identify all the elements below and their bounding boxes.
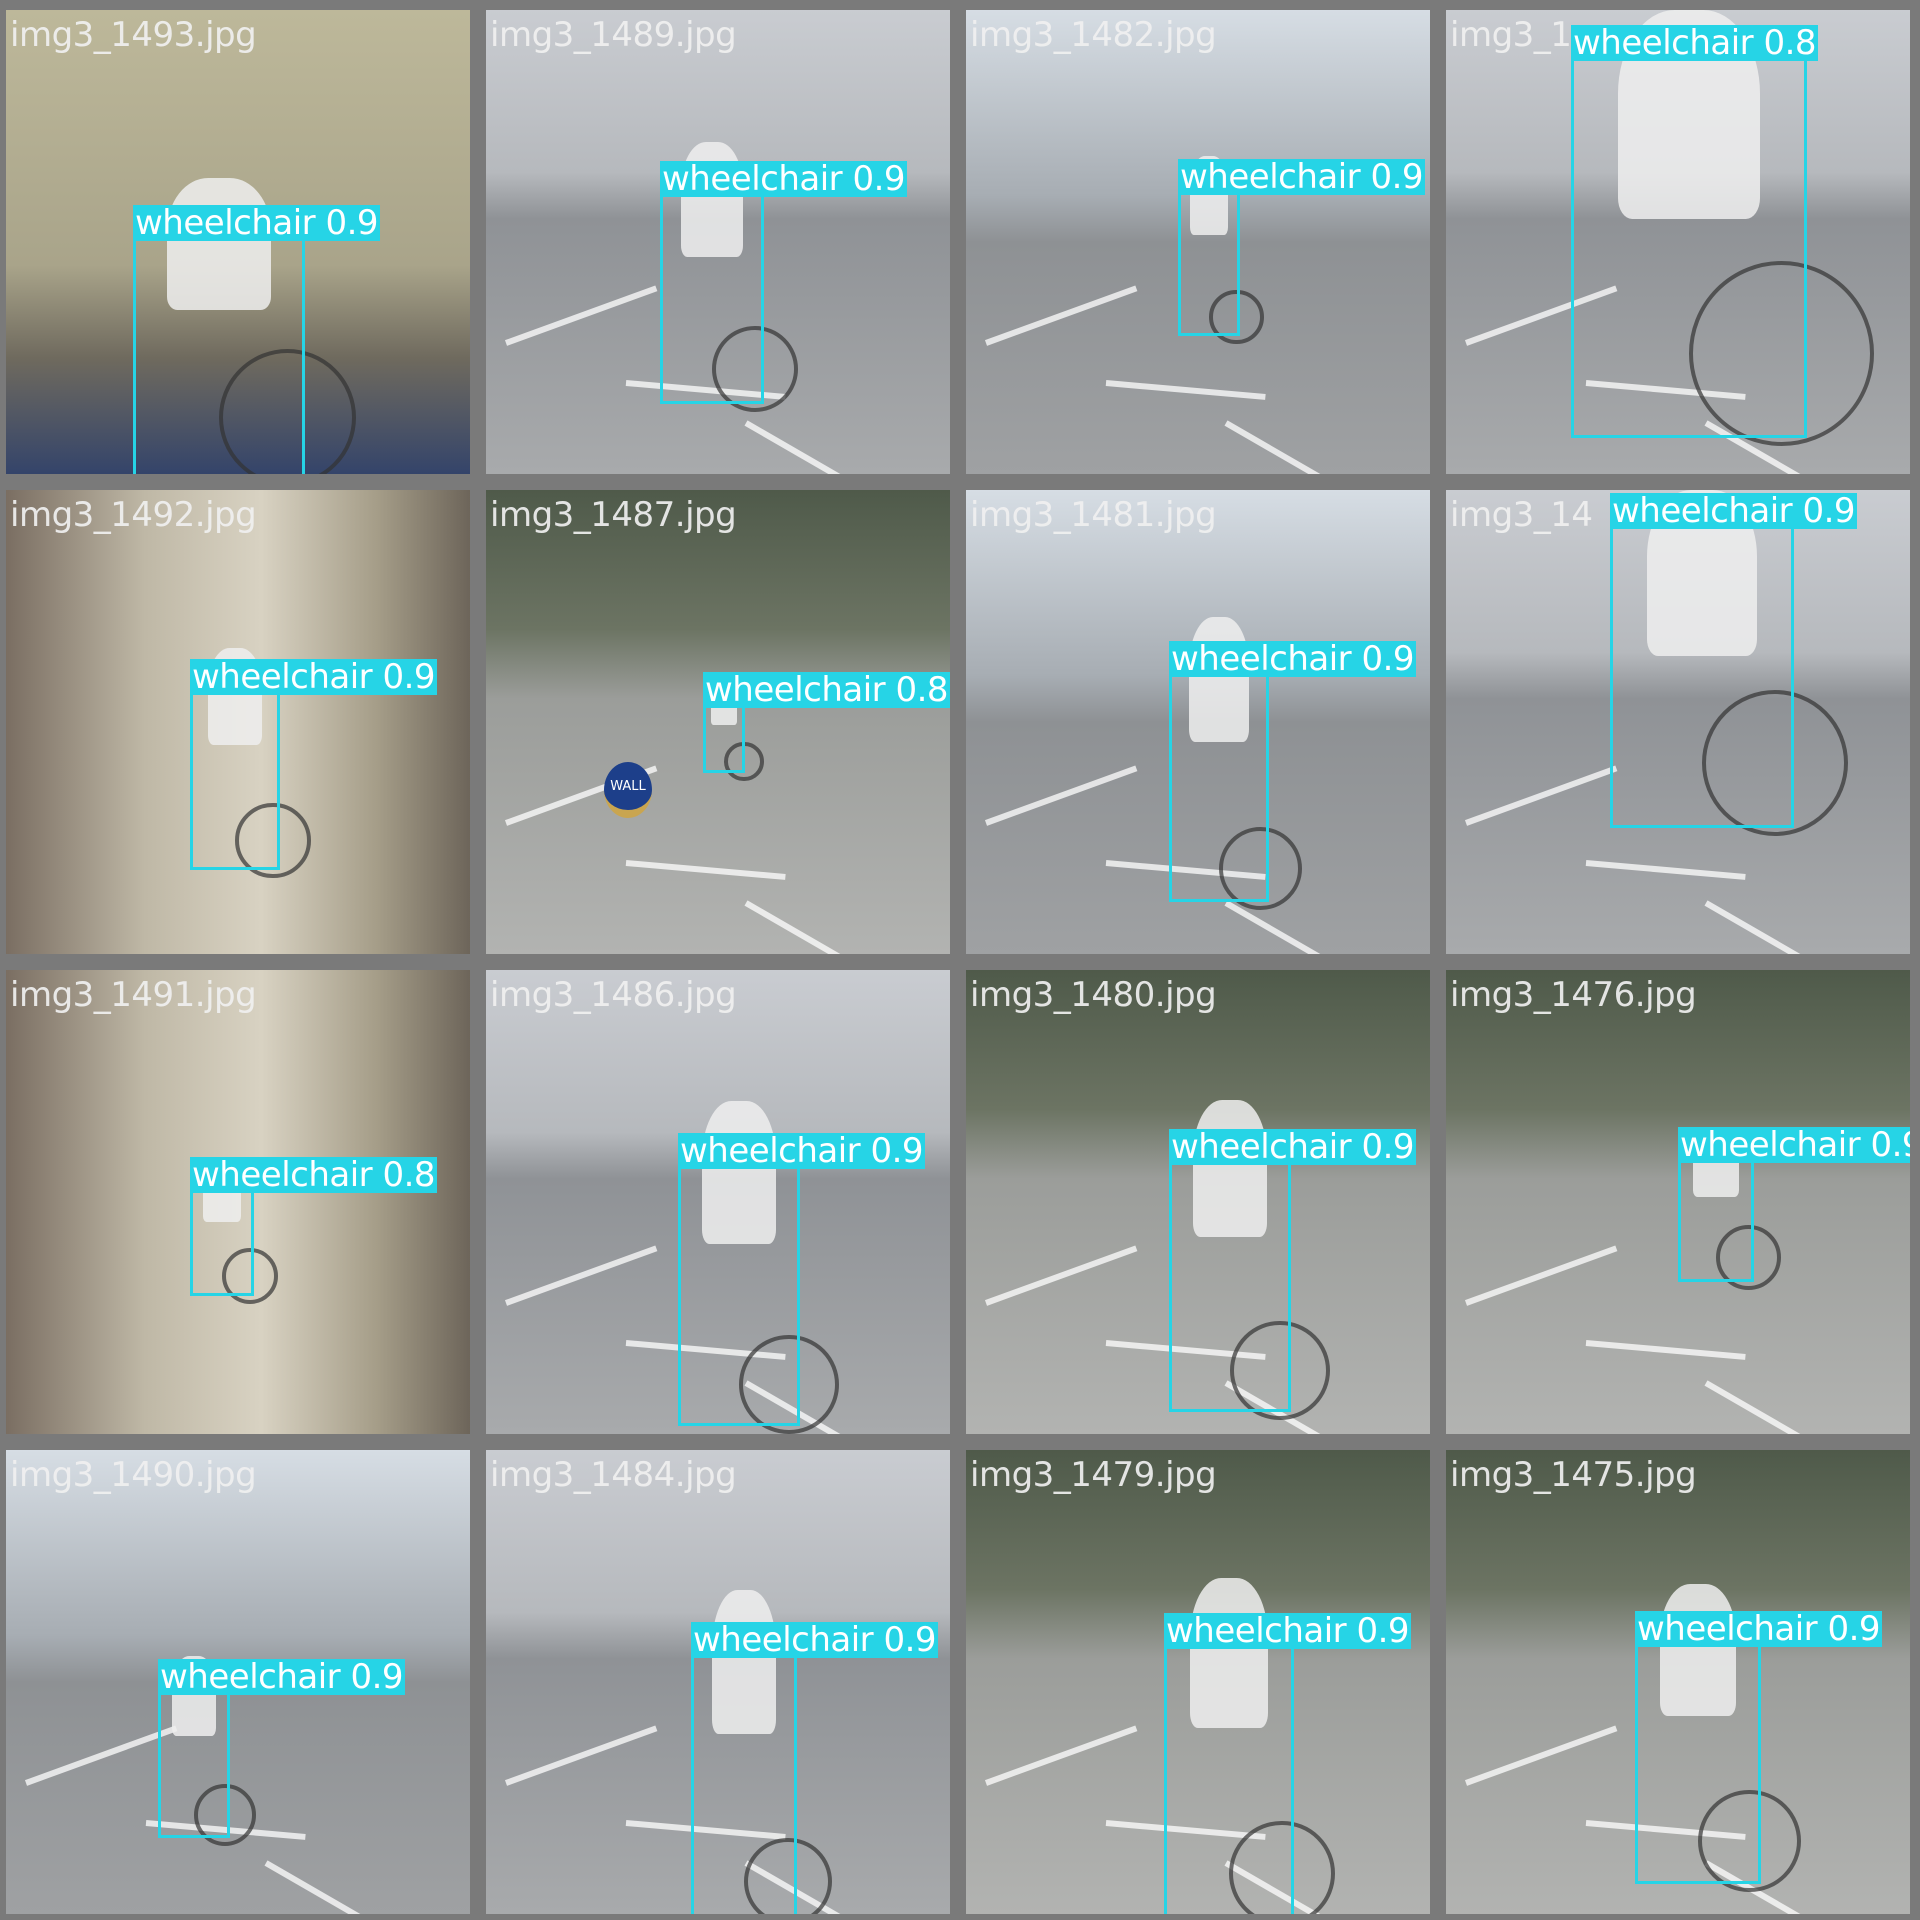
image-tile: img3_1486.jpg wheelchair 0.9 [486, 970, 950, 1434]
person-figure [680, 141, 744, 257]
wheelchair-wheel [222, 1248, 278, 1304]
image-tile: img3_1489.jpg wheelchair 0.9 [486, 10, 950, 474]
detection-label: wheelchair 0.8 [190, 1155, 438, 1195]
wheelchair-wheel [1702, 690, 1848, 836]
image-tile: img3_1492.jpg wheelchair 0.9 [6, 490, 470, 954]
wheelchair-wheel [1229, 1820, 1335, 1914]
filename-label: img3_1486.jpg [490, 975, 737, 1015]
detection-box: wheelchair 0.9 [190, 659, 438, 870]
person-figure [712, 1589, 776, 1734]
detection-label: wheelchair 0.8 [1571, 23, 1819, 63]
detection-box: wheelchair 0.9 [1678, 1127, 1910, 1282]
filename-label: img3_14 [1450, 495, 1593, 535]
image-tile: img3_1493.jpg wheelchair 0.9 [6, 10, 470, 474]
wheelchair-wheel [194, 1784, 256, 1846]
detection-box: wheelchair 0.9 [660, 161, 908, 404]
detection-label: wheelchair 0.9 [1164, 1611, 1412, 1651]
detection-box: wheelchair 0.9 [1610, 493, 1858, 828]
detection-box: wheelchair 0.9 [1169, 1129, 1417, 1412]
filename-label: img3_1476.jpg [1450, 975, 1697, 1015]
wheelchair-wheel [1698, 1789, 1801, 1892]
detection-label: wheelchair 0.9 [1169, 639, 1417, 679]
person-figure [167, 178, 271, 310]
filename-label: img3_1480.jpg [970, 975, 1217, 1015]
person-figure [1189, 617, 1249, 743]
person-figure [1193, 1099, 1267, 1237]
filename-label: img3_1492.jpg [10, 495, 257, 535]
wheelchair-wheel [712, 326, 798, 412]
detection-box: wheelchair 0.8 [703, 672, 950, 773]
detection-label: wheelchair 0.9 [1635, 1609, 1883, 1649]
detection-label: wheelchair 0.9 [133, 203, 381, 243]
filename-label: img3_1475.jpg [1450, 1455, 1697, 1495]
person-figure [702, 1101, 776, 1244]
wheelchair-wheel [1716, 1225, 1781, 1290]
image-tile: img3_1479.jpg wheelchair 0.9 [966, 1450, 1430, 1914]
filename-label: img3_1 [1450, 15, 1572, 55]
wheelchair-wheel [739, 1334, 839, 1434]
wheelchair-wheel [1230, 1320, 1330, 1420]
filename-label: img3_1487.jpg [490, 495, 737, 535]
filename-label: img3_1482.jpg [970, 15, 1217, 55]
wheelchair-wheel [219, 349, 356, 474]
wheelchair-wheel [1689, 261, 1874, 446]
detection-box: wheelchair 0.9 [1178, 159, 1426, 336]
image-tile: img3_1 wheelchair 0.8 [1446, 10, 1910, 474]
image-tile: img3_1482.jpg wheelchair 0.9 [966, 10, 1430, 474]
detection-box: wheelchair 0.9 [1635, 1611, 1883, 1884]
detection-box: wheelchair 0.9 [691, 1622, 939, 1914]
filename-label: img3_1484.jpg [490, 1455, 737, 1495]
detection-label: wheelchair 0.8 [703, 670, 950, 710]
wheelchair-wheel [1209, 289, 1264, 344]
person-figure [1660, 1584, 1736, 1716]
detection-label: wheelchair 0.9 [678, 1131, 926, 1171]
filename-label: img3_1489.jpg [490, 15, 737, 55]
detection-label: wheelchair 0.9 [660, 159, 908, 199]
image-tile: img3_1480.jpg wheelchair 0.9 [966, 970, 1430, 1434]
detection-label: wheelchair 0.9 [1610, 491, 1858, 531]
detection-box: wheelchair 0.9 [678, 1133, 926, 1426]
detection-label: wheelchair 0.9 [1178, 157, 1426, 197]
filename-label: img3_1491.jpg [10, 975, 257, 1015]
detection-label: wheelchair 0.9 [1169, 1127, 1417, 1167]
image-tile: img3_1484.jpg wheelchair 0.9 [486, 1450, 950, 1914]
detection-box: wheelchair 0.9 [133, 205, 381, 474]
filename-label: img3_1490.jpg [10, 1455, 257, 1495]
detection-label: wheelchair 0.9 [1678, 1127, 1910, 1163]
detection-box: wheelchair 0.8 [190, 1157, 438, 1296]
detection-label: wheelchair 0.9 [190, 657, 438, 697]
image-tile: img3_1490.jpg wheelchair 0.9 [6, 1450, 470, 1914]
detection-box: wheelchair 0.9 [158, 1659, 406, 1838]
filename-label: img3_1479.jpg [970, 1455, 1217, 1495]
filename-label: img3_1493.jpg [10, 15, 257, 55]
image-tile: img3_14 wheelchair 0.9 [1446, 490, 1910, 954]
filename-label: img3_1481.jpg [970, 495, 1217, 535]
wheelchair-wheel [1219, 827, 1302, 910]
wall-button-sign: WALL [604, 762, 652, 818]
image-tile: img3_1481.jpg wheelchair 0.9 [966, 490, 1430, 954]
detection-box: wheelchair 0.8 [1571, 25, 1819, 438]
photo-background [966, 10, 1430, 474]
image-tile: img3_1487.jpg wheelchair 0.8 WALL [486, 490, 950, 954]
image-tile: img3_1475.jpg wheelchair 0.9 [1446, 1450, 1910, 1914]
detection-label: wheelchair 0.9 [158, 1657, 406, 1697]
wheelchair-wheel [744, 1837, 832, 1914]
image-tile: img3_1476.jpg wheelchair 0.9 [1446, 970, 1910, 1434]
detection-box: wheelchair 0.9 [1164, 1613, 1412, 1914]
image-tile: img3_1491.jpg wheelchair 0.8 [6, 970, 470, 1434]
person-figure [1190, 1578, 1268, 1728]
wheelchair-wheel [235, 802, 311, 878]
detection-box: wheelchair 0.9 [1169, 641, 1417, 902]
detection-label: wheelchair 0.9 [691, 1620, 939, 1660]
